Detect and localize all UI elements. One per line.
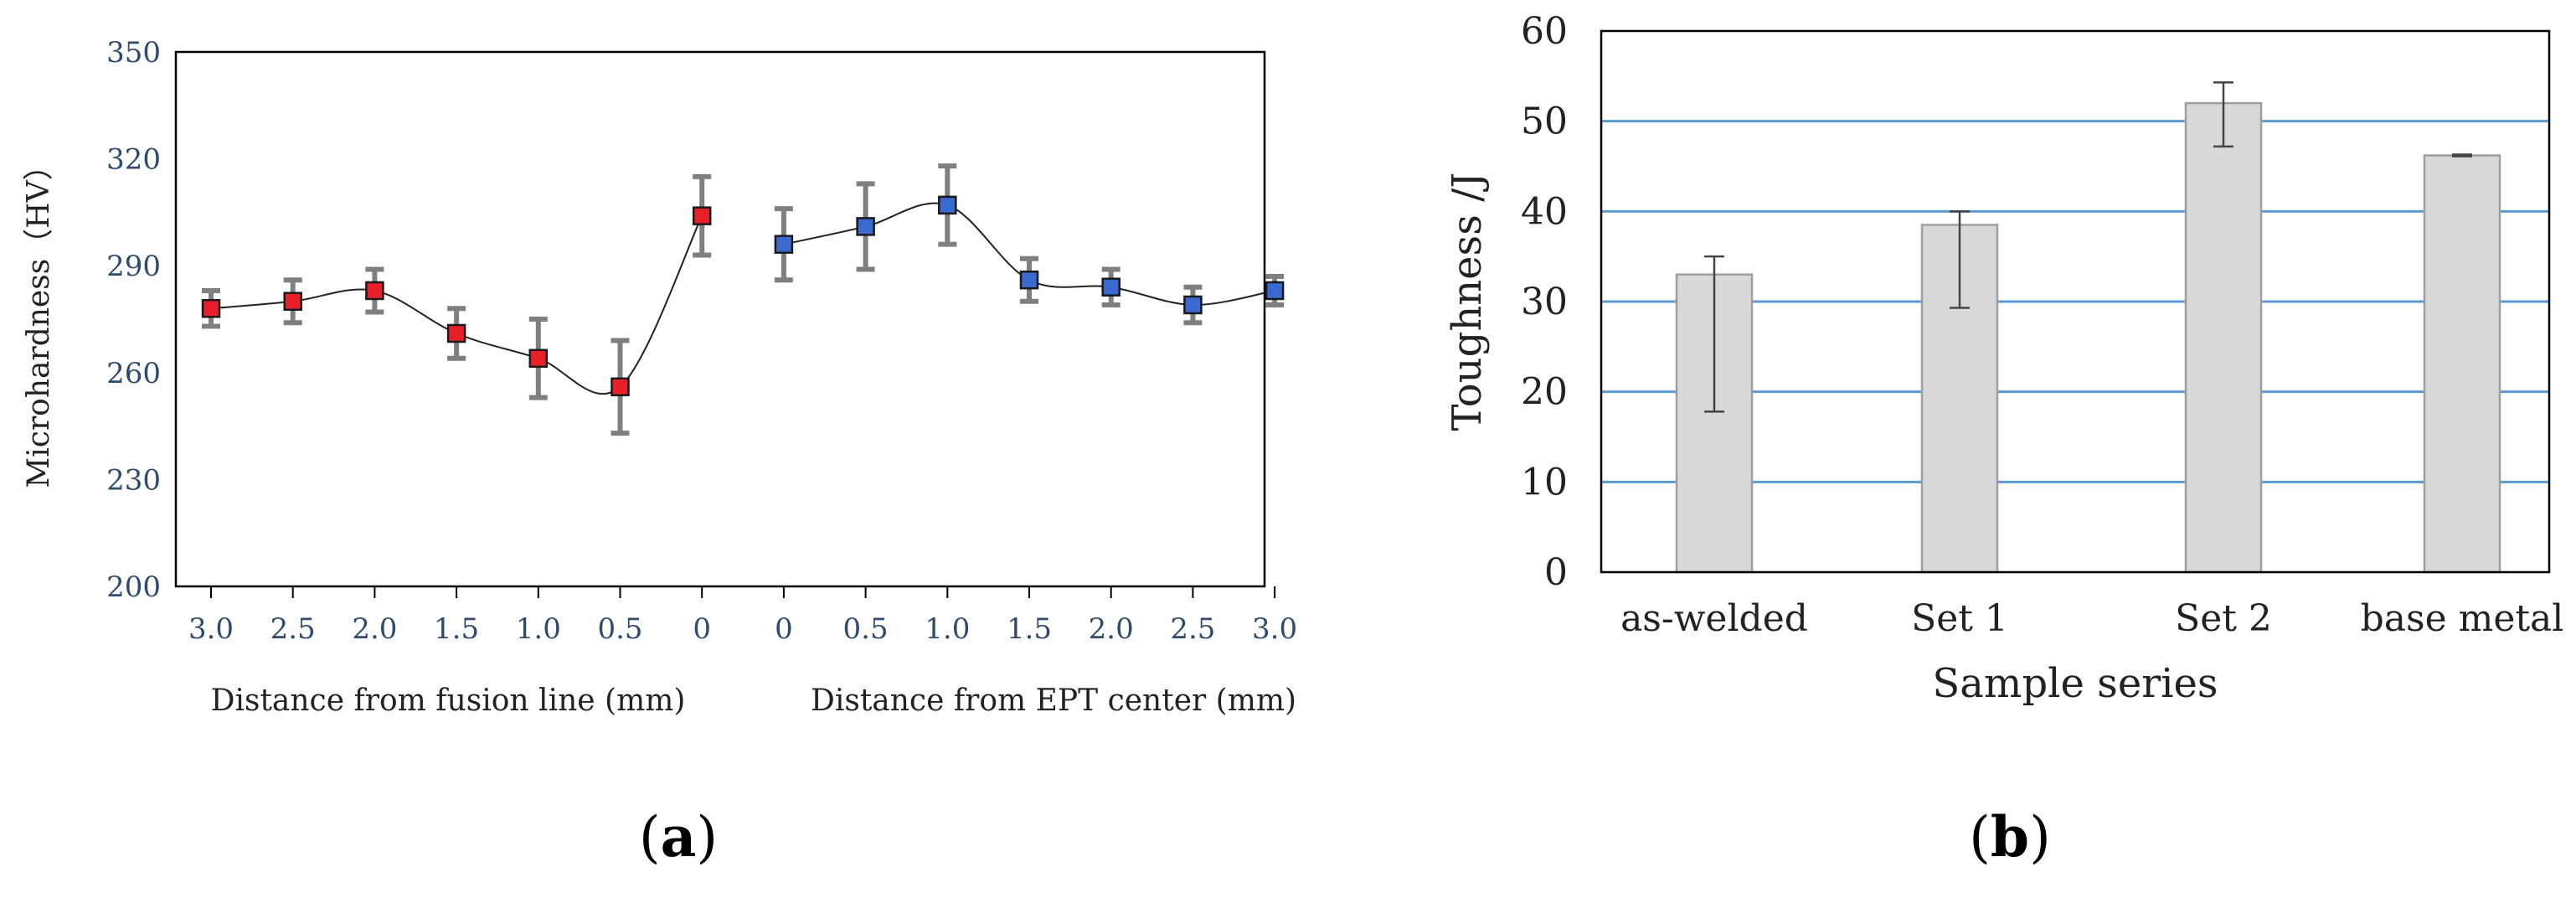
panel-a-x-tick-label: 2.5 (1170, 612, 1215, 646)
panel-a-data-point (1019, 270, 1039, 290)
panel-a-label: (a) (639, 804, 718, 870)
panel-a-y-tick-label: 230 (106, 463, 161, 497)
panel-b-x-tick-label: Set 2 (2175, 597, 2272, 640)
panel-a-y-ticks: 200 230 260 290 320 350 (106, 36, 161, 604)
panel-a-x-tick-label: 1.5 (1007, 612, 1052, 646)
panel-a-x-tick-label: 2.5 (270, 612, 316, 646)
panel-a-x-axis-title-left: Distance from fusion line (mm) (211, 684, 686, 718)
panel-a-data-point (1101, 277, 1121, 297)
panel-b-x-tick-label: base metal (2361, 597, 2564, 640)
panel-b-y-tick-label: 50 (1521, 101, 1568, 143)
panel-a-y-tick-label: 320 (106, 143, 161, 177)
panel-b-bars (1675, 101, 2501, 574)
panel-b-label: (b) (1969, 804, 2051, 870)
panel-b-x-ticks: as-welded Set 1 Set 2 base metal (1620, 597, 2563, 640)
panel-a-x-tick-label: 3.0 (1252, 612, 1297, 646)
panel-a-y-tick-label: 200 (106, 570, 161, 604)
panel-a-y-axis-title: Microhardness（HV） (22, 150, 56, 488)
panel-a-x-tick-label: 1.5 (434, 612, 479, 646)
panel-b-y-tick-label: 0 (1544, 551, 1568, 594)
panel-a-data-point (365, 281, 384, 301)
panel-a-error-bars (202, 163, 1285, 436)
panel-a-data-point (611, 377, 630, 397)
panel-a-x-tick-label: 2.0 (352, 612, 397, 646)
panel-a-x-ticks: 3.0 2.5 2.0 1.5 1.0 0.5 0 0 0.5 1.0 1.5 2.0 2.5 3.0 (188, 586, 1297, 646)
panel-a-x-tick-label: 0 (693, 612, 711, 646)
panel-b-plot-frame (1600, 29, 2551, 574)
panel-b-y-ticks: 0 10 20 30 40 50 60 (1521, 10, 1568, 594)
panel-a-data-point (1183, 295, 1203, 315)
panel-b-bar (2423, 154, 2501, 574)
panel-a-data-point (938, 195, 957, 215)
panel-b-y-tick-label: 60 (1521, 10, 1568, 53)
panel-a-data-point (692, 206, 712, 225)
panel-b-error-bar (2452, 153, 2472, 157)
panel-a-x-axis-title-right: Distance from EPT center (mm) (811, 684, 1296, 718)
panel-a-y-tick-label: 290 (106, 250, 161, 283)
panel-a-x-tick-label: 0.5 (597, 612, 642, 646)
panel-b-x-tick-label: as-welded (1620, 597, 1808, 640)
panel-a-plot-frame (174, 50, 1266, 588)
panel-a-microhardness-chart: 200 230 260 290 320 350 3.0 2.5 2.0 1.5 1.0 0.5 0 0 0… (22, 36, 1297, 870)
panel-a-data-point (856, 217, 875, 236)
panel-a-data-point (201, 298, 221, 318)
panel-b-gridlines (1601, 120, 2549, 483)
panel-a-x-tick-label: 0.5 (843, 612, 889, 646)
panel-b-error-bar (1950, 210, 1970, 309)
panel-b-error-bar (2213, 81, 2233, 148)
panel-b-error-bar (1704, 255, 1724, 413)
panel-a-x-tick-label: 1.0 (516, 612, 561, 646)
panel-b-y-tick-label: 20 (1521, 371, 1568, 414)
panel-b-error-bars (1704, 81, 2472, 413)
panel-b-y-tick-label: 10 (1521, 461, 1568, 503)
panel-b-x-tick-label: Set 1 (1911, 597, 2008, 640)
panel-b-y-tick-label: 30 (1521, 281, 1568, 323)
panel-a-x-tick-label: 3.0 (188, 612, 234, 646)
panel-a-data-point (528, 348, 549, 369)
panel-a-y-tick-label: 350 (106, 36, 161, 70)
panel-b-y-axis-title: Toughness /J (1444, 173, 1491, 431)
panel-b-bar (2184, 101, 2263, 574)
panel-b-toughness-chart: 0 10 20 30 40 50 60 as-welded Set 1 Set 2 base me… (1444, 10, 2563, 870)
panel-a-x-tick-label: 0 (775, 612, 793, 646)
panel-a-y-tick-label: 260 (106, 357, 161, 390)
panel-a-data-points (201, 195, 1285, 397)
panel-a-data-point (446, 323, 466, 343)
panel-b-y-tick-label: 40 (1521, 190, 1568, 233)
panel-a-x-tick-label: 2.0 (1089, 612, 1134, 646)
panel-a-data-point (283, 292, 302, 311)
panel-a-data-point (774, 235, 794, 254)
panel-b-x-axis-title: Sample series (1932, 660, 2218, 707)
panel-a-region-gap (702, 216, 784, 245)
panel-a-data-point (1265, 281, 1285, 301)
panel-a-x-tick-label: 1.0 (925, 612, 970, 646)
